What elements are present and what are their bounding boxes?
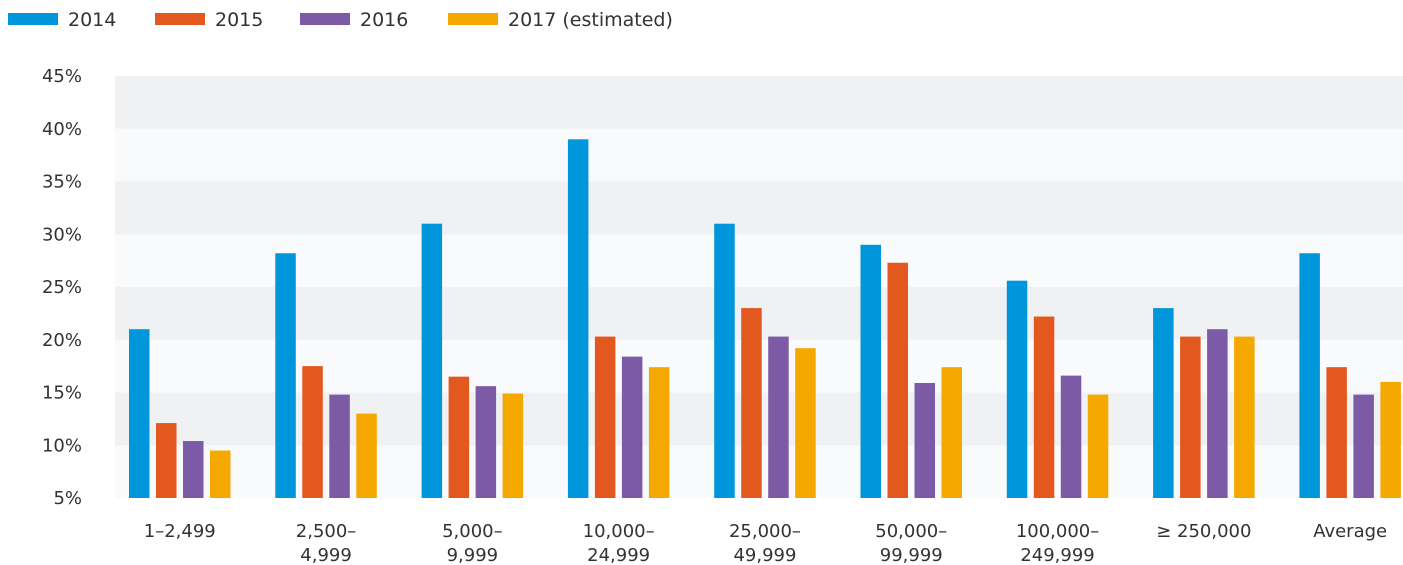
- legend-label: 2016: [360, 9, 408, 31]
- grid-band: [115, 234, 1403, 287]
- x-tick-label: ≥ 250,000: [1156, 521, 1251, 542]
- x-tick-label: 50,000–: [875, 521, 947, 542]
- bar: [448, 376, 470, 498]
- bar: [1380, 381, 1401, 498]
- bar: [1326, 367, 1347, 498]
- y-tick-label: 20%: [42, 330, 82, 351]
- legend-item: 2017 (estimated): [448, 9, 673, 31]
- y-tick-label: 30%: [42, 224, 82, 245]
- bar: [768, 336, 789, 498]
- bar: [1153, 308, 1174, 498]
- bar: [275, 253, 296, 498]
- x-tick-label: 99,999: [880, 545, 943, 565]
- bar: [183, 441, 204, 498]
- bar: [860, 244, 881, 498]
- legend-item: 2016: [300, 9, 408, 31]
- y-tick-label: 25%: [42, 277, 82, 298]
- bar: [1087, 394, 1109, 498]
- x-tick-label: Average: [1313, 521, 1387, 542]
- bar: [648, 367, 670, 498]
- y-tick-label: 40%: [42, 119, 82, 140]
- legend-item: 2015: [155, 9, 263, 31]
- bar: [356, 413, 377, 498]
- x-tick-label: 24,999: [587, 545, 650, 565]
- bar: [1006, 280, 1028, 498]
- bar: [129, 329, 150, 498]
- bar: [1033, 316, 1055, 498]
- x-tick-label: 1–2,499: [144, 521, 216, 542]
- x-tick-label: 49,999: [733, 545, 796, 565]
- bar: [156, 423, 177, 498]
- y-tick-label: 15%: [42, 383, 82, 404]
- y-tick-label: 5%: [53, 488, 82, 509]
- bar: [302, 366, 323, 498]
- bar: [567, 139, 589, 499]
- grid-band: [115, 181, 1403, 235]
- legend-label: 2017 (estimated): [508, 9, 673, 31]
- x-tick-label: 249,999: [1020, 545, 1094, 565]
- x-tick-label: 9,999: [447, 545, 499, 565]
- bar: [329, 394, 350, 498]
- bar: [502, 393, 524, 498]
- bar: [1207, 329, 1228, 498]
- bar: [621, 356, 643, 498]
- bar: [1353, 394, 1374, 498]
- legend-label: 2015: [215, 9, 263, 31]
- bar: [1180, 336, 1201, 498]
- bar: [594, 336, 616, 498]
- bar: [887, 262, 908, 498]
- bar: [1234, 336, 1255, 498]
- bars: [129, 139, 1401, 499]
- legend-label: 2014: [68, 9, 116, 31]
- bar: [475, 386, 497, 498]
- bar: [741, 308, 762, 498]
- x-tick-label: 100,000–: [1016, 521, 1099, 542]
- y-tick-label: 45%: [42, 66, 82, 87]
- bar: [941, 367, 962, 498]
- bar: [714, 223, 735, 498]
- x-tick-label: 5,000–: [442, 521, 503, 542]
- bar: [1060, 375, 1082, 498]
- y-tick-label: 35%: [42, 172, 82, 193]
- bar: [210, 450, 231, 498]
- legend-swatch: [155, 13, 205, 25]
- legend-swatch: [300, 13, 350, 25]
- bar: [1299, 253, 1320, 498]
- bar: [914, 383, 935, 498]
- legend: 2014 2015 2016 2017 (estimated): [8, 9, 673, 31]
- x-tick-label: 10,000–: [583, 521, 655, 542]
- y-tick-label: 10%: [42, 435, 82, 456]
- legend-swatch: [448, 13, 498, 25]
- grid-band: [115, 128, 1403, 182]
- x-tick-label: 25,000–: [729, 521, 801, 542]
- legend-swatch: [8, 13, 58, 25]
- x-tick-label: 2,500–: [296, 521, 357, 542]
- legend-item: 2014: [8, 9, 116, 31]
- bar: [795, 348, 816, 498]
- y-axis: 5% 10% 15% 20% 25% 30% 35% 40% 45%: [42, 66, 82, 509]
- x-tick-label: 4,999: [300, 545, 352, 565]
- bar: [421, 223, 443, 498]
- grid-band: [115, 76, 1403, 129]
- x-axis: 1–2,499 2,500– 4,999 5,000– 9,999 10,000– 24,9…: [144, 521, 1387, 565]
